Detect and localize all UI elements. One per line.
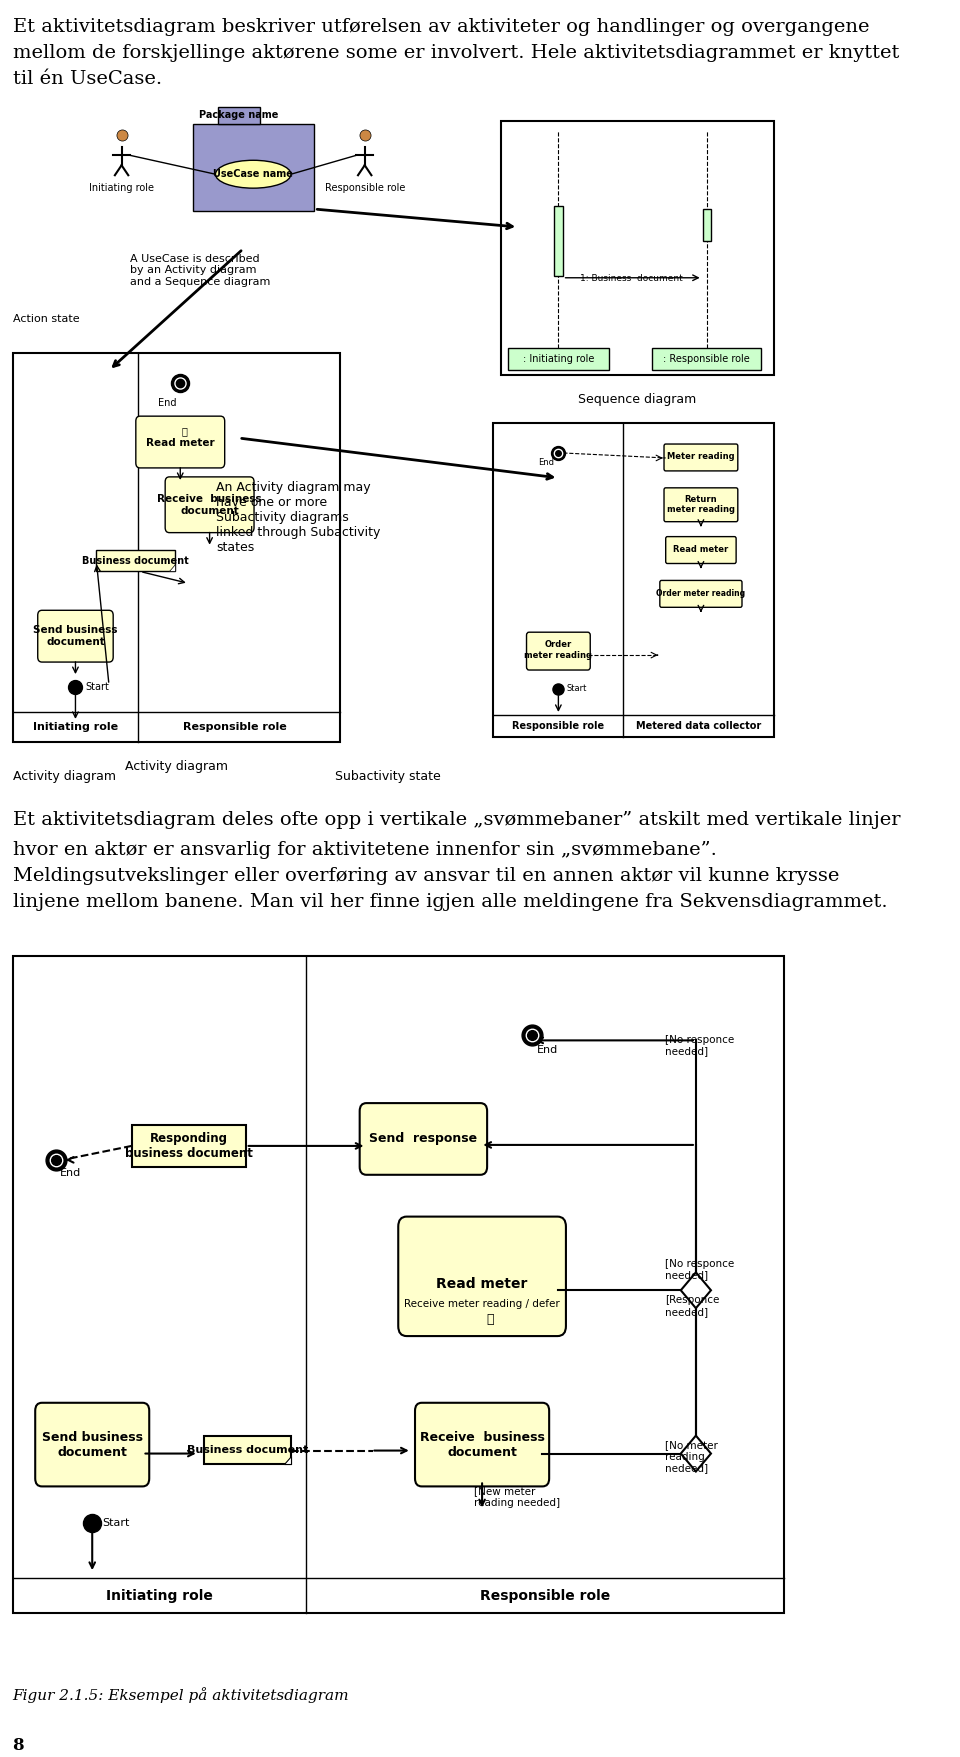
Text: Receive  business
document: Receive business document xyxy=(420,1430,544,1458)
Text: [Responce
needed]: [Responce needed] xyxy=(665,1295,719,1318)
Text: Initiating role: Initiating role xyxy=(106,1588,213,1602)
Text: Start: Start xyxy=(566,685,588,694)
FancyBboxPatch shape xyxy=(665,536,736,564)
Text: Et aktivitetsdiagram deles ofte opp i vertikale „svømmebaner” atskilt med vertik: Et aktivitetsdiagram deles ofte opp i ve… xyxy=(12,812,900,829)
Bar xyxy=(652,348,761,371)
Text: Meter reading: Meter reading xyxy=(667,453,734,462)
Text: Receive meter reading / defer: Receive meter reading / defer xyxy=(404,1298,560,1309)
Polygon shape xyxy=(284,1455,291,1464)
Text: Read meter: Read meter xyxy=(437,1277,528,1291)
Text: [New meter
reading needed]: [New meter reading needed] xyxy=(473,1486,560,1508)
Bar xyxy=(193,125,315,211)
FancyBboxPatch shape xyxy=(135,416,225,467)
Bar xyxy=(12,353,340,741)
Text: Subactivity state: Subactivity state xyxy=(335,770,441,782)
Text: 8: 8 xyxy=(12,1738,24,1753)
Bar xyxy=(96,550,176,571)
Polygon shape xyxy=(681,1435,711,1471)
Text: Sequence diagram: Sequence diagram xyxy=(578,394,696,406)
FancyBboxPatch shape xyxy=(664,488,738,522)
Text: Read meter: Read meter xyxy=(146,437,215,448)
Text: Send business
document: Send business document xyxy=(34,625,118,647)
Text: Order
meter reading: Order meter reading xyxy=(524,640,592,661)
Text: Initiating role: Initiating role xyxy=(89,183,154,193)
Text: End: End xyxy=(157,399,176,408)
Text: Activity diagram: Activity diagram xyxy=(12,770,115,782)
Text: mellom de forskjellinge aktørene some er involvert. Hele aktivitetsdiagrammet er: mellom de forskjellinge aktørene some er… xyxy=(12,44,899,61)
Text: [No meter
reading
nedeed]: [No meter reading nedeed] xyxy=(665,1441,718,1472)
FancyBboxPatch shape xyxy=(165,476,254,532)
Bar xyxy=(508,348,609,371)
Text: ⛏: ⛏ xyxy=(487,1312,494,1325)
Text: Send business
document: Send business document xyxy=(41,1430,143,1458)
Text: Business document: Business document xyxy=(83,555,189,566)
Text: hvor en aktør er ansvarlig for aktivitetene innenfor sin „svømmebane”.: hvor en aktør er ansvarlig for aktivitet… xyxy=(12,842,716,859)
FancyBboxPatch shape xyxy=(360,1103,487,1175)
Bar xyxy=(493,423,774,736)
Bar xyxy=(501,121,774,376)
FancyBboxPatch shape xyxy=(664,445,738,471)
Text: ⛏: ⛏ xyxy=(181,427,187,436)
Text: Responding
business document: Responding business document xyxy=(125,1132,252,1160)
Text: Send  response: Send response xyxy=(370,1133,477,1146)
FancyBboxPatch shape xyxy=(526,633,590,669)
Bar xyxy=(204,1435,291,1464)
Ellipse shape xyxy=(215,160,291,188)
Text: Responsible role: Responsible role xyxy=(324,183,405,193)
Text: Responsible role: Responsible role xyxy=(183,722,287,731)
FancyBboxPatch shape xyxy=(415,1402,549,1486)
Text: til én UseCase.: til én UseCase. xyxy=(12,70,161,88)
Text: Action state: Action state xyxy=(12,313,80,323)
FancyBboxPatch shape xyxy=(36,1402,149,1486)
Polygon shape xyxy=(681,1272,711,1309)
Text: Activity diagram: Activity diagram xyxy=(125,759,228,773)
FancyBboxPatch shape xyxy=(660,580,742,608)
Text: Start: Start xyxy=(103,1518,130,1529)
Text: Read meter: Read meter xyxy=(673,545,729,553)
Text: 1: Business  document: 1: Business document xyxy=(580,274,683,283)
Text: [No responce
needed]: [No responce needed] xyxy=(665,1258,734,1281)
Polygon shape xyxy=(169,564,176,571)
Bar xyxy=(218,107,260,125)
Text: Responsible role: Responsible role xyxy=(480,1588,611,1602)
Text: Metered data collector: Metered data collector xyxy=(636,720,761,731)
Text: Return
meter reading: Return meter reading xyxy=(667,495,735,515)
Text: Meldingsutvekslinger eller overføring av ansvar til en annen aktør vil kunne kry: Meldingsutvekslinger eller overføring av… xyxy=(12,868,839,886)
Text: An Activity diagram may
have one or more
Subactivity diagrams
linked through Sub: An Activity diagram may have one or more… xyxy=(216,481,381,553)
Text: Figur 2.1.5: Eksempel på aktivitetsdiagram: Figur 2.1.5: Eksempel på aktivitetsdiagr… xyxy=(12,1687,349,1703)
Bar xyxy=(132,1124,246,1167)
Text: A UseCase is described
by an Activity diagram
and a Sequence diagram: A UseCase is described by an Activity di… xyxy=(130,253,271,286)
Text: End: End xyxy=(537,1045,558,1056)
Text: linjene mellom banene. Man vil her finne igjen alle meldingene fra Sekvensdiagra: linjene mellom banene. Man vil her finne… xyxy=(12,893,887,912)
Text: Start: Start xyxy=(85,682,109,692)
Bar xyxy=(703,209,711,241)
Text: Package name: Package name xyxy=(200,111,278,121)
Text: [No responce
needed]: [No responce needed] xyxy=(665,1035,734,1056)
Text: : Initiating role: : Initiating role xyxy=(522,355,594,364)
Text: UseCase name: UseCase name xyxy=(213,169,293,179)
Bar xyxy=(12,956,784,1613)
Text: Responsible role: Responsible role xyxy=(513,720,605,731)
Text: Order meter reading: Order meter reading xyxy=(657,589,746,597)
Text: Initiating role: Initiating role xyxy=(33,722,118,731)
FancyBboxPatch shape xyxy=(398,1216,566,1335)
Text: Business document: Business document xyxy=(186,1444,308,1455)
Text: End: End xyxy=(539,459,554,467)
FancyBboxPatch shape xyxy=(37,610,113,662)
Text: : Responsible role: : Responsible role xyxy=(663,355,750,364)
Text: Receive  business
document: Receive business document xyxy=(157,494,262,515)
Text: End: End xyxy=(60,1168,82,1177)
Text: Et aktivitetsdiagram beskriver utførelsen av aktiviteter og handlinger og overga: Et aktivitetsdiagram beskriver utførelse… xyxy=(12,18,869,35)
Bar xyxy=(554,206,563,276)
